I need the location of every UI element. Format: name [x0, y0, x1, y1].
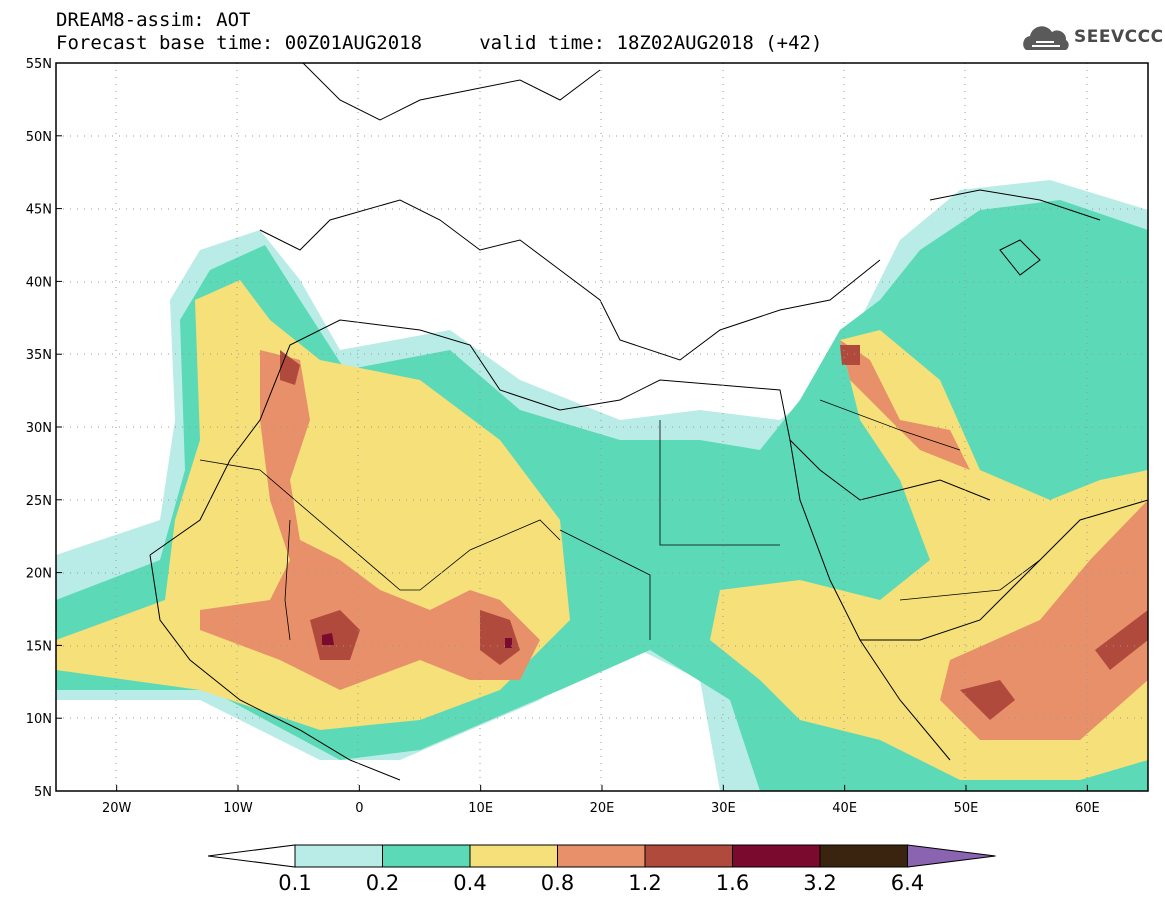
borders	[199, 399, 1041, 641]
colorbar-level-label: 0.4	[453, 871, 487, 895]
lon-tick-label: 40E	[832, 801, 857, 816]
lat-tick-label: 40N	[26, 275, 52, 290]
colorbar-level-label: 1.6	[715, 871, 750, 895]
graticule	[56, 63, 1148, 791]
colorbar-level-label: 6.4	[890, 871, 925, 895]
lon-tick-label: 60E	[1075, 801, 1100, 816]
lat-tick-label: 50N	[26, 130, 52, 145]
colorbar-swatch	[294, 844, 383, 868]
lat-tick-label: 45N	[26, 203, 52, 218]
lat-tick-label: 55N	[26, 57, 52, 72]
colorbar-low-arrow	[207, 844, 296, 868]
lon-tick-label: 30E	[711, 801, 736, 816]
lon-tick-label: 20W	[102, 801, 132, 816]
lat-tick-label: 5N	[34, 785, 52, 800]
lat-tick-label: 30N	[26, 421, 52, 436]
aot-field	[56, 180, 1148, 791]
colorbar-swatch	[469, 844, 558, 868]
colorbar	[207, 844, 996, 868]
colorbar-swatch	[732, 844, 821, 868]
lon-tick-label: 0	[355, 801, 363, 816]
cloud-icon	[1023, 26, 1069, 50]
aot-contour-1.2f	[840, 345, 860, 365]
aot-contour-1.6b	[505, 638, 512, 648]
aot-contour-0.8	[200, 350, 540, 690]
lat-tick-labels: 55N 50N 45N 40N 35N 30N 25N 20N 15N 10N 5N	[26, 57, 62, 800]
colorbar-level-label: 3.2	[803, 871, 837, 895]
colorbar-swatch	[644, 844, 733, 868]
colorbar-swatch	[819, 844, 908, 868]
lon-tick-labels: 20W 10W 0 10E 20E 30E 40E 50E 60E	[102, 785, 1100, 816]
colorbar-level-label: 0.2	[365, 871, 400, 895]
forecast-times: Forecast base time: 00Z01AUG2018 valid t…	[56, 32, 823, 54]
colorbar-level-label: 1.2	[628, 871, 662, 895]
colorbar-high-arrow	[907, 844, 996, 868]
colorbar-level-label: 0.1	[278, 871, 312, 895]
lat-tick-label: 15N	[26, 639, 52, 654]
lon-tick-label: 20E	[590, 801, 615, 816]
lat-tick-label: 20N	[26, 567, 52, 582]
map-title: DREAM8-assim: AOT	[56, 9, 251, 31]
aot-contour-0.8b	[940, 500, 1148, 740]
lon-tick-label: 50E	[954, 801, 979, 816]
colorbar-swatch	[557, 844, 646, 868]
lon-tick-label: 10W	[223, 801, 253, 816]
aot-contour-1.6	[322, 633, 334, 645]
aot-contour-0.8c	[840, 340, 970, 470]
colorbar-swatch	[382, 844, 471, 868]
aot-contour-1.2	[310, 610, 360, 660]
lon-tick-label: 10E	[468, 801, 493, 816]
lat-tick-label: 25N	[26, 494, 52, 509]
colorbar-level-label: 0.8	[540, 871, 575, 895]
aot-contour-1.2c	[1095, 610, 1148, 670]
lat-tick-label: 35N	[26, 348, 52, 363]
coastlines	[149, 63, 1148, 781]
aot-contour-1.2b	[480, 610, 520, 665]
aot-contour-1.2d	[960, 680, 1015, 720]
logo-text: SEEVCCC	[1074, 27, 1164, 47]
lat-tick-label: 10N	[26, 712, 52, 727]
